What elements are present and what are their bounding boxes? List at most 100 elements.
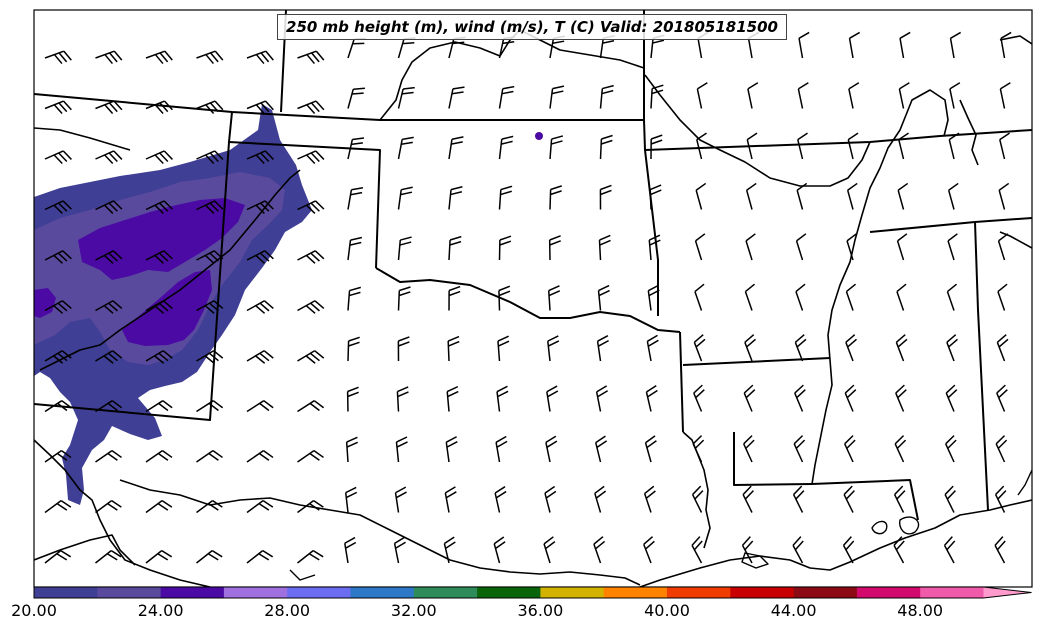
wind-barb-icon <box>742 485 754 513</box>
wind-barb-icon <box>246 300 274 314</box>
wind-barb-icon <box>998 182 1010 210</box>
wind-barb-icon <box>297 200 325 214</box>
wind-barb-icon <box>145 549 173 564</box>
wind-barb-icon <box>594 435 608 463</box>
wind-barb-icon <box>196 500 223 514</box>
colorbar-swatch <box>856 587 921 598</box>
wind-barb-icon <box>644 435 657 463</box>
wind-barb-icon <box>397 336 410 362</box>
wind-barb-icon <box>946 334 958 362</box>
temperature-fill-dark <box>34 288 56 318</box>
wind-barb-icon <box>44 150 72 164</box>
colorbar-swatch <box>793 587 858 598</box>
coastline <box>898 516 920 535</box>
wind-barb-icon <box>246 150 274 164</box>
wind-barb-icon <box>196 100 224 115</box>
wind-barb-icon <box>448 86 465 109</box>
wind-barb-icon <box>896 233 908 261</box>
river <box>999 35 1032 45</box>
wind-barb-icon <box>145 400 173 413</box>
wind-barb-icon <box>997 233 1009 261</box>
state-border <box>811 479 919 521</box>
wind-barb-icon <box>44 250 72 264</box>
wind-barb-icon <box>145 200 173 214</box>
wind-barb-icon <box>848 82 860 109</box>
wind-barb-icon <box>893 536 905 564</box>
wind-barb-icon <box>792 485 805 513</box>
wind-barb-icon <box>796 182 808 210</box>
wind-barb-icon <box>443 536 456 564</box>
wind-barb-icon <box>842 536 855 564</box>
colorbar-tick-label: 20.00 <box>11 601 57 620</box>
river <box>999 231 1032 249</box>
wind-barb-icon <box>943 536 956 564</box>
wind-barb-icon <box>498 235 512 261</box>
wind-barb-icon <box>599 184 612 210</box>
colorbar-swatch <box>287 587 351 598</box>
wind-barb-icon <box>196 50 224 65</box>
wind-barb-icon <box>44 350 72 364</box>
river <box>34 439 211 587</box>
wind-barb-icon <box>846 182 858 210</box>
wind-barb-icon <box>549 85 565 109</box>
wind-barb-icon <box>945 384 958 412</box>
wind-barb-icon <box>246 200 274 214</box>
wind-barb-icon <box>246 450 274 463</box>
wind-barb-icon <box>397 136 414 160</box>
wind-barb-icon <box>345 436 359 463</box>
wind-barb-icon <box>498 85 515 109</box>
wind-barb-icon <box>746 132 758 160</box>
wind-barb-icon <box>196 400 224 413</box>
colorbar-tick-label: 44.00 <box>770 601 817 620</box>
wind-barb-icon <box>393 536 406 564</box>
wind-barb-icon <box>595 385 609 412</box>
wind-barb-icon <box>493 536 506 564</box>
wind-barb-icon <box>898 82 910 109</box>
wind-barb-icon <box>743 384 756 412</box>
wind-barb-icon <box>145 100 173 115</box>
wind-barb-icon <box>944 485 956 513</box>
wind-barb-icon <box>344 536 357 564</box>
wind-barb-icon <box>744 334 756 362</box>
wind-barb-icon <box>741 536 754 564</box>
wind-barb-icon <box>945 435 957 463</box>
wind-barb-icon <box>95 100 123 115</box>
wind-barb-icon <box>95 150 123 164</box>
colorbar-tick-label: 32.00 <box>390 601 437 620</box>
wind-barb-icon <box>947 233 958 261</box>
river <box>39 169 301 371</box>
wind-barb-icon <box>994 485 1007 513</box>
wind-barb-icon <box>549 135 564 160</box>
wind-barb-icon <box>448 186 463 210</box>
state-border <box>679 331 684 433</box>
wind-barb-icon <box>196 150 224 164</box>
wind-barb-icon <box>297 100 325 115</box>
wind-barb-icon <box>145 500 173 514</box>
colorbar-swatch <box>603 587 668 598</box>
state-border <box>375 267 681 333</box>
colorbar-extend-arrow <box>983 587 1032 598</box>
wind-barb-icon <box>694 283 705 311</box>
wind-barb-icon <box>548 235 561 261</box>
wind-barb-icon <box>846 233 857 261</box>
wind-barb-icon <box>44 300 72 314</box>
wind-barb-icon <box>995 435 1008 463</box>
wind-barb-icon <box>44 400 72 413</box>
wind-barb-icon <box>597 284 610 311</box>
wind-barb-icon <box>546 385 559 412</box>
wind-barb-icon <box>598 234 611 261</box>
wind-barb-icon <box>946 283 958 311</box>
river <box>959 99 979 166</box>
wind-barb-icon <box>145 50 173 65</box>
wind-barb-icon <box>647 284 660 311</box>
wind-barb-icon <box>196 300 224 314</box>
wind-barb-icon <box>596 334 609 362</box>
colorbar-swatch <box>920 587 984 598</box>
wind-barb-icon <box>196 549 223 564</box>
wind-barb-icon <box>696 82 708 109</box>
wind-barb-icon <box>745 233 756 261</box>
wind-barb-icon <box>344 486 358 513</box>
wind-barb-icon <box>547 285 561 311</box>
wind-barb-icon <box>847 132 859 160</box>
wind-barb-icon <box>44 100 72 115</box>
